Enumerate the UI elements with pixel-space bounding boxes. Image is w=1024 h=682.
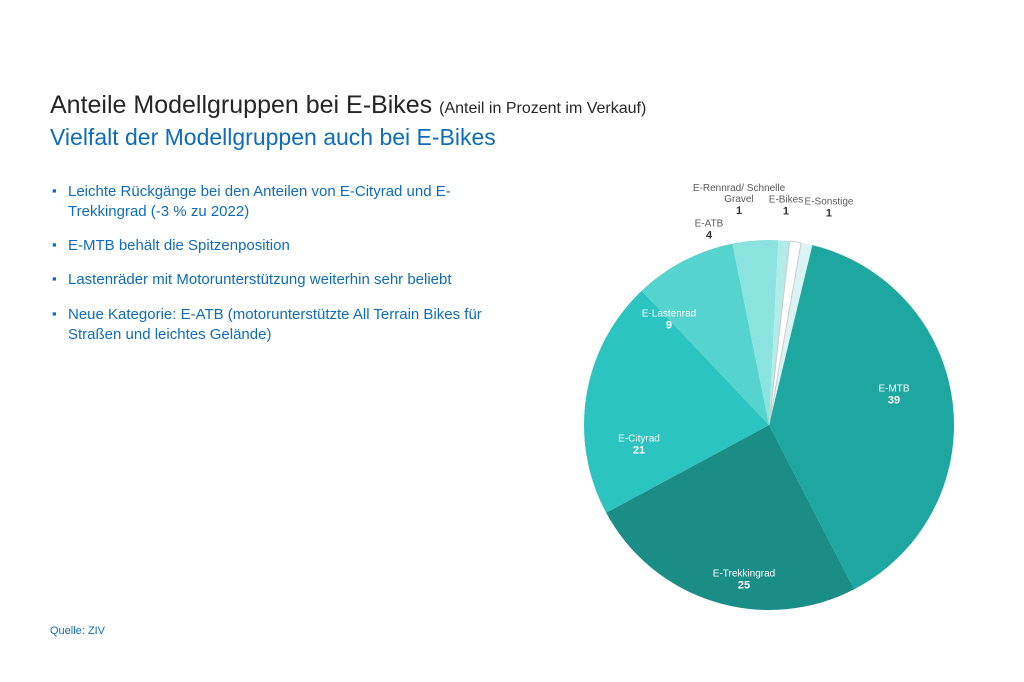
source-label: Quelle: ZIV (50, 625, 105, 637)
slide-subtitle: Vielfalt der Modellgruppen auch bei E-Bi… (50, 124, 974, 152)
pie-chart: E-Sonstige1E-MTB39E-Trekkingrad25E-Cityr… (554, 190, 984, 620)
bullet-item: E-MTB behält die Spitzenposition (68, 236, 528, 256)
slide-title: Anteile Modellgruppen bei E-Bikes (Antei… (50, 90, 974, 120)
bullet-item: Leichte Rückgänge bei den Anteilen von E… (68, 182, 528, 223)
bullet-item: Neue Kategorie: E-ATB (motorunterstützte… (68, 305, 528, 346)
bullet-list: Leichte Rückgänge bei den Anteilen von E… (50, 182, 528, 360)
slide: Anteile Modellgruppen bei E-Bikes (Antei… (0, 0, 1024, 682)
title-paren: (Anteil in Prozent im Verkauf) (439, 100, 646, 117)
title-main-text: Anteile Modellgruppen bei E-Bikes (50, 91, 439, 119)
bullet-item: Lastenräder mit Motorunterstützung weite… (68, 270, 528, 290)
pie-svg (554, 190, 984, 620)
